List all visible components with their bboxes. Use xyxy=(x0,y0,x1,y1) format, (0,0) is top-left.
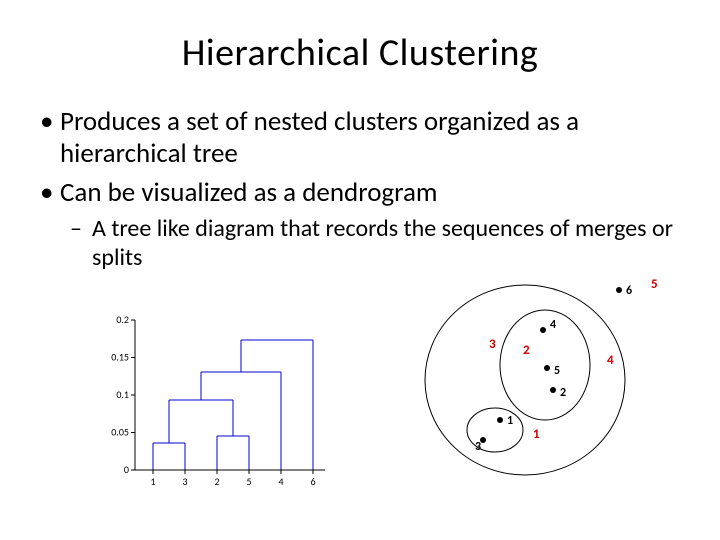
cluster-label: 5 xyxy=(651,277,658,292)
point-label: 3 xyxy=(475,440,481,454)
ytick-label: 0.2 xyxy=(116,313,129,326)
ytick-label: 0.1 xyxy=(116,388,129,401)
point-label: 4 xyxy=(550,318,556,332)
point-label: 5 xyxy=(554,364,560,378)
venn-svg: 13425612345 xyxy=(395,260,675,500)
ytick-label: 0.15 xyxy=(111,351,129,364)
ytick-label: 0 xyxy=(124,463,129,476)
xtick-label: 6 xyxy=(310,475,315,488)
bullet-1: Produces a set of nested clusters organi… xyxy=(36,106,684,171)
dendrogram-svg: 0 0.05 0.1 0.15 0.2 1 3 2 5 4 6 xyxy=(95,310,340,500)
point-label: 6 xyxy=(626,284,632,298)
point-label: 1 xyxy=(507,414,513,428)
xtick-label: 2 xyxy=(214,475,219,488)
xtick-label: 5 xyxy=(246,475,251,488)
cluster-label: 2 xyxy=(523,343,530,358)
slide: Hierarchical Clustering Produces a set o… xyxy=(0,0,720,540)
xtick-label: 3 xyxy=(182,475,187,488)
ytick-label: 0.05 xyxy=(111,426,129,439)
cluster-label: 1 xyxy=(533,427,540,442)
cluster-label: 4 xyxy=(607,353,614,368)
dendrogram-chart: 0 0.05 0.1 0.15 0.2 1 3 2 5 4 6 xyxy=(95,310,340,500)
bullet-2: Can be visualized as a dendrogram xyxy=(36,177,684,209)
page-title: Hierarchical Clustering xyxy=(36,30,684,76)
point-label: 2 xyxy=(560,386,566,400)
cluster-label: 3 xyxy=(489,337,496,352)
nested-clusters-diagram: 13425612345 xyxy=(395,260,675,500)
xtick-label: 4 xyxy=(278,475,283,488)
figures-region: 00.050.10.150.2132546 13425612345 xyxy=(0,260,720,520)
xtick-label: 1 xyxy=(150,475,155,488)
